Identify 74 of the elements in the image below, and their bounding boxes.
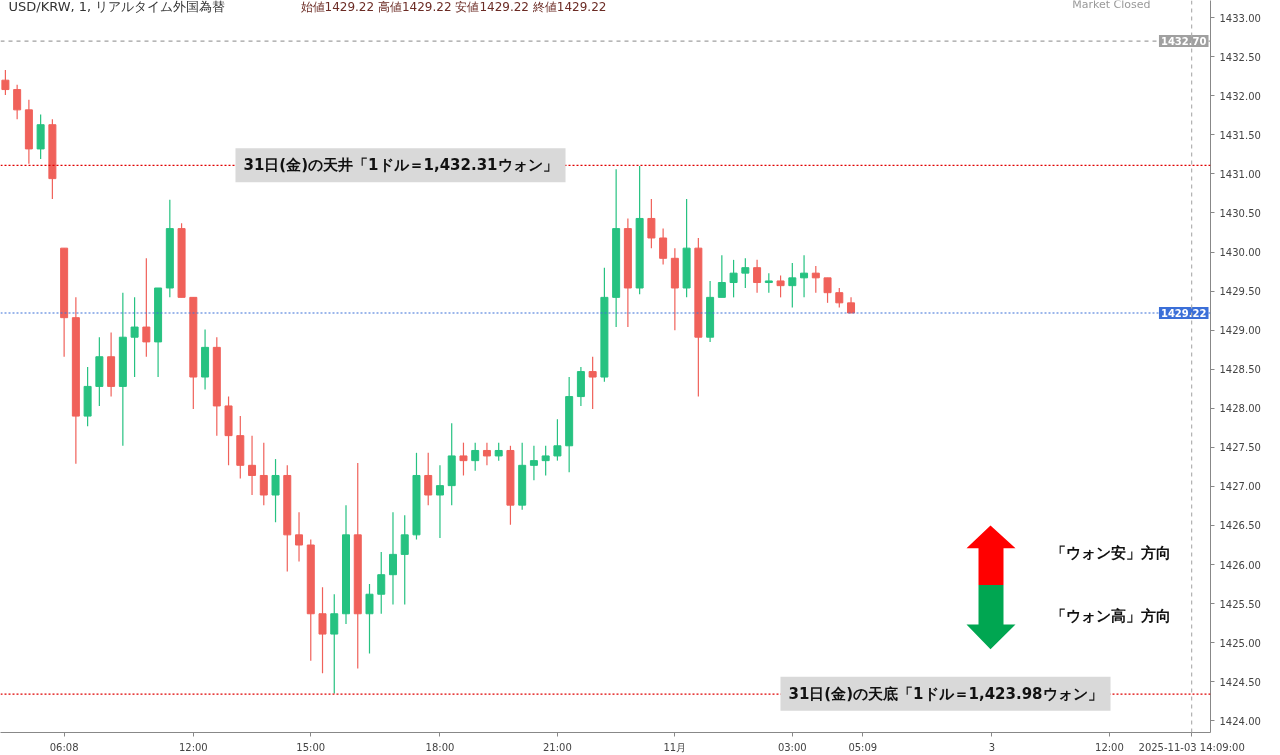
y-tick-label: 1433.00 [1219, 12, 1261, 24]
y-tick-label: 1428.50 [1219, 364, 1261, 376]
candlestick [330, 593, 339, 695]
y-tick-label: 1427.00 [1219, 481, 1261, 493]
candlestick [541, 445, 550, 477]
y-tick-label: 1432.00 [1219, 90, 1261, 102]
x-tick-label: 18:00 [425, 741, 455, 753]
chart-title: USD/KRW, 1, リアルタイム外国為替 [8, 0, 226, 14]
candlestick [435, 464, 444, 539]
x-tick-label: 2025-11-03 14:09:00 [1138, 741, 1245, 753]
y-tick-label: 1427.50 [1219, 442, 1261, 454]
candlestick [529, 445, 538, 481]
y-tick-label: 1431.00 [1219, 168, 1261, 180]
candlestick [295, 511, 304, 563]
y-tick-label: 1428.00 [1219, 403, 1261, 415]
candlestick [142, 257, 151, 358]
candlestick [471, 442, 480, 472]
y-tick-label: 1430.50 [1219, 207, 1261, 219]
ref-line-label: 31日(金)の天井「1ドル＝1,432.31ウォン」 [243, 156, 558, 175]
x-tick-label: 12:00 [1095, 741, 1124, 753]
x-tick-label: 21:00 [543, 741, 572, 753]
candlestick [835, 287, 844, 309]
candlestick [647, 198, 656, 249]
ref-line-label: 31日(金)の天底「1ドル＝1,423.98ウォン」 [788, 684, 1103, 703]
candlestick [424, 452, 433, 506]
y-tick-label: 1425.50 [1219, 598, 1261, 610]
y-tick-label: 1424.50 [1219, 676, 1261, 688]
y-tick-label: 1426.00 [1219, 559, 1261, 571]
y-tick-label: 1425.00 [1219, 637, 1261, 649]
candlestick [753, 259, 762, 294]
y-tick-label: 1429.50 [1219, 286, 1261, 298]
x-tick-label: 06:08 [49, 741, 79, 753]
y-tick-label: 1424.00 [1219, 715, 1261, 727]
y-tick-label: 1431.50 [1219, 129, 1261, 141]
candlestick [776, 274, 785, 298]
x-tick-label: 3 [988, 741, 996, 753]
candlestick [388, 511, 397, 605]
y-tick-label: 1426.50 [1219, 520, 1261, 532]
x-tick-label: 15:00 [296, 741, 326, 753]
candlestick [459, 442, 468, 477]
candlestick [823, 277, 832, 304]
candlestick [130, 296, 139, 378]
candlestick [400, 514, 409, 605]
ref-line-label: 1432.70 [1160, 36, 1207, 48]
candlestick [553, 418, 562, 462]
candlestick [800, 254, 809, 298]
candlestick [482, 442, 491, 466]
candlestick [248, 435, 257, 496]
candlestick [717, 254, 726, 298]
y-tick-label: 1429.00 [1219, 325, 1261, 337]
candlestick [764, 272, 773, 294]
candlestick [365, 583, 374, 655]
annotation: 「ウォン安」方向 [1050, 543, 1171, 562]
candlestick [271, 458, 280, 523]
candlestick [811, 265, 820, 294]
candlestick [259, 442, 268, 506]
chart-subtitle: 始値1429.22 高値1429.22 安値1429.22 終値1429.22 [300, 0, 607, 14]
y-tick-label: 1432.50 [1219, 51, 1261, 63]
candlestick [377, 551, 386, 615]
candlestick [788, 262, 797, 309]
candlestick [741, 257, 750, 289]
candlestick [13, 84, 22, 120]
ref-line-label: 1429.22 [1160, 307, 1207, 319]
annotation: 「ウォン高」方向 [1050, 606, 1171, 625]
x-tick-label: 11月 [663, 741, 687, 753]
candlestick [729, 259, 738, 298]
candlestick [588, 356, 597, 410]
x-tick-label: 03:00 [777, 741, 807, 753]
x-tick-label: 12:00 [178, 741, 208, 753]
y-tick-label: 1430.00 [1219, 247, 1261, 259]
x-tick-label: 05:09 [848, 741, 878, 753]
candlestick [659, 228, 668, 266]
candlestick [318, 586, 327, 674]
candlestick [1, 69, 10, 96]
